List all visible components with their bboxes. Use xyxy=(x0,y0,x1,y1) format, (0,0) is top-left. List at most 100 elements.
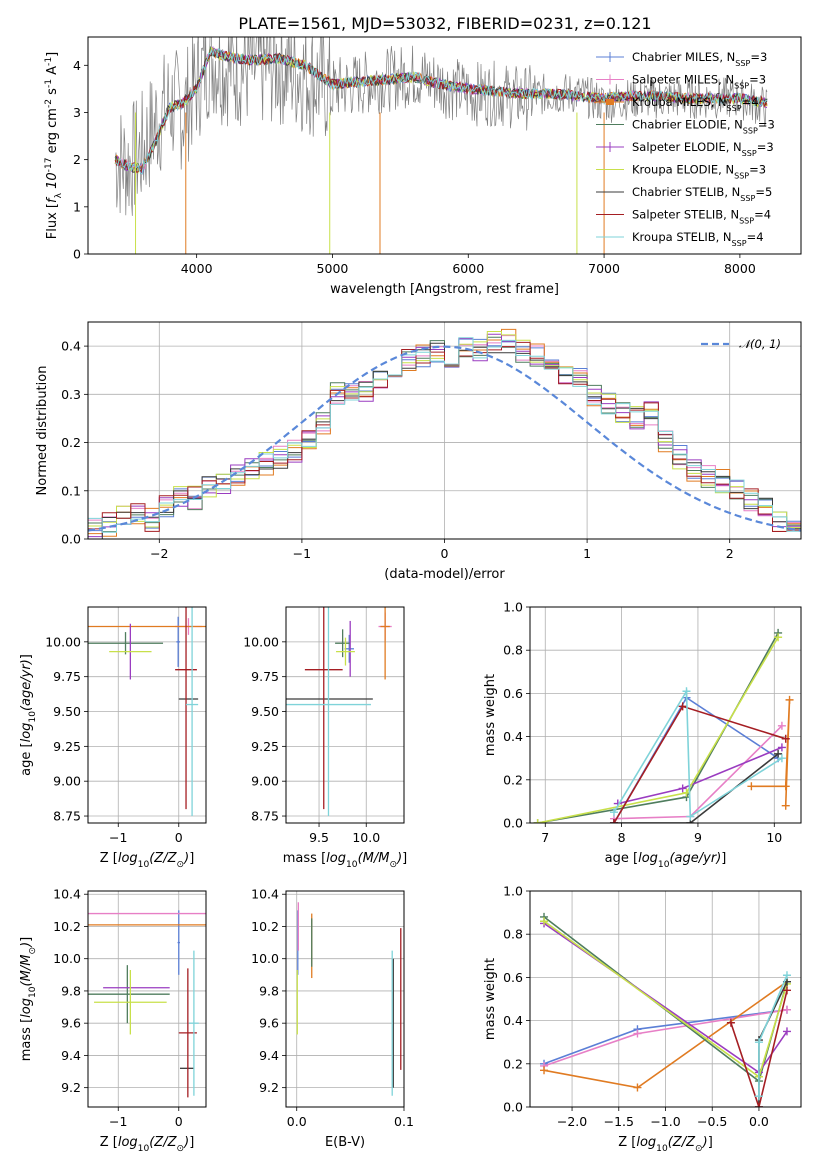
weight-series xyxy=(758,974,788,1097)
y-tick-label: 9.6 xyxy=(259,1016,279,1031)
y-axis-label: mass weight xyxy=(483,674,498,756)
y-axis-label: Normed distribution xyxy=(35,366,50,496)
normal-curve xyxy=(88,345,801,532)
weight-series xyxy=(614,753,779,823)
axes-age_vs_Z: −1 0 8.75 9.00 9.25 9.50 9.75 10.00 Z [log10(Z/Z… xyxy=(19,606,207,870)
x-tick-label: 8 xyxy=(618,830,626,845)
x-tick-label: −2.0 xyxy=(557,1114,587,1129)
x-tick-label: 0.0 xyxy=(749,1114,769,1129)
y-tick-label: 9.25 xyxy=(53,739,81,754)
x-axis-label: Z [log10(Z/Z⊙)] xyxy=(100,1135,195,1154)
figure-title: PLATE=1561, MJD=53032, FIBERID=0231, z=0… xyxy=(238,14,651,33)
axes-age_vs_mass: 9.5 10.0 8.75 9.00 9.25 9.50 9.75 10.00 mass [lo… xyxy=(243,606,407,870)
plot-area xyxy=(114,37,768,254)
point-marker xyxy=(747,782,756,791)
point-marker xyxy=(781,801,790,810)
y-axis-label: mass [log10(M/M⊙)] xyxy=(19,937,38,1061)
legend-label: Salpeter STELIB, NSSP=4 xyxy=(632,208,771,226)
x-tick-label: −1.0 xyxy=(650,1114,680,1129)
axes-frame xyxy=(285,606,405,824)
y-axis-label: age [log10(age/yr)] xyxy=(19,654,38,776)
y-tick-label: 8.75 xyxy=(53,809,81,824)
x-tick-label: −0.5 xyxy=(697,1114,727,1129)
x-tick-label: 8000 xyxy=(724,261,756,276)
y-tick-label: 9.4 xyxy=(259,1048,279,1063)
point-marker xyxy=(633,1029,642,1038)
axes-frame xyxy=(87,890,207,1108)
x-axis-label: wavelength [Angstrom, rest frame] xyxy=(330,282,559,297)
y-tick-label: 9.75 xyxy=(251,669,279,684)
legend-label: Chabrier MILES, NSSP=3 xyxy=(632,50,767,68)
point-marker xyxy=(682,687,691,696)
point-marker xyxy=(774,749,783,758)
x-tick-label: 1 xyxy=(583,546,591,561)
point-marker xyxy=(540,917,549,926)
y-tick-label: 0.4 xyxy=(503,1013,523,1028)
weight-series xyxy=(613,696,779,823)
plot-area xyxy=(296,902,402,1096)
y-tick-label: 10.0 xyxy=(251,951,279,966)
y-tick-label: 4 xyxy=(73,58,81,73)
axes-spectrum: 4000 5000 6000 7000 8000 0 1 2 3 4 Chabrier MILES,… xyxy=(44,36,802,297)
y-tick-label: 9.50 xyxy=(53,704,81,719)
x-tick-label: 9 xyxy=(694,830,702,845)
y-tick-label: 10.2 xyxy=(251,919,279,934)
point-marker xyxy=(777,743,786,752)
x-tick-label: 0.0 xyxy=(287,1114,307,1129)
y-axis-label: Flux [fλ 10-17 erg cm-2 s-1 A-1] xyxy=(44,52,64,239)
y-tick-label: 0.6 xyxy=(503,686,523,701)
legend-label: Kroupa ELODIE, NSSP=3 xyxy=(632,163,766,181)
y-tick-label: 9.2 xyxy=(259,1080,279,1095)
histogram-series xyxy=(88,337,801,539)
y-tick-label: 0.6 xyxy=(503,970,523,985)
x-tick-label: −2 xyxy=(150,546,168,561)
legend-marker xyxy=(606,99,614,105)
y-tick-label: 9.25 xyxy=(251,739,279,754)
axes-frame xyxy=(87,606,207,824)
point-marker xyxy=(609,808,618,817)
x-tick-label: −1 xyxy=(109,830,127,845)
point-marker xyxy=(782,1005,791,1014)
y-tick-label: 0.4 xyxy=(503,729,523,744)
y-tick-label: 9.8 xyxy=(61,983,81,998)
plot-area xyxy=(88,607,206,817)
plot-area xyxy=(88,910,206,1098)
y-tick-label: 0.0 xyxy=(503,1100,523,1115)
weight-series xyxy=(730,990,788,1107)
y-tick-label: 0.0 xyxy=(61,532,81,547)
y-tick-label: 9.00 xyxy=(251,774,279,789)
point-marker xyxy=(609,819,618,823)
x-tick-label: 0 xyxy=(441,546,449,561)
legend-label: Kroupa MILES, NSSP=4 xyxy=(632,95,759,113)
y-tick-label: 10.4 xyxy=(53,887,81,902)
point-marker xyxy=(782,986,791,995)
x-axis-label: mass [log10(M/M⊙)] xyxy=(283,851,407,870)
y-tick-label: 1.0 xyxy=(503,884,523,899)
plot-area xyxy=(533,628,794,823)
x-tick-label: 5000 xyxy=(317,261,349,276)
axes-frame xyxy=(87,321,802,540)
y-tick-label: 0.2 xyxy=(503,1056,523,1071)
y-tick-label: 10.2 xyxy=(53,919,81,934)
axes-frame xyxy=(529,606,802,824)
point-marker xyxy=(782,1027,791,1036)
y-tick-label: 0.8 xyxy=(503,927,523,942)
axes-weight_vs_Z: −2.0 −1.5 −1.0 −0.5 0.0 0.0 0.2 0.4 0.6 0.8 1.0 Z [… xyxy=(483,884,802,1154)
x-tick-label: −1 xyxy=(293,546,311,561)
observed-spectrum xyxy=(114,37,768,216)
x-tick-label: −1 xyxy=(109,1114,127,1129)
legend-label: Kroupa STELIB, NSSP=4 xyxy=(632,230,764,248)
y-tick-label: 10.4 xyxy=(251,887,279,902)
point-marker xyxy=(781,782,790,791)
point-marker xyxy=(754,1038,763,1047)
point-marker xyxy=(678,702,687,711)
weight-series xyxy=(613,688,783,818)
y-tick-label: 9.00 xyxy=(53,774,81,789)
legend-label: 𝒩(0, 1) xyxy=(739,337,781,351)
y-tick-label: 0.2 xyxy=(61,435,81,450)
x-axis-label: (data-model)/error xyxy=(384,567,505,582)
axes-weight_vs_age: 7 8 9 10 0.0 0.2 0.4 0.6 0.8 1.0 age [log10(age/yr… xyxy=(483,600,802,870)
point-marker xyxy=(686,812,695,821)
y-tick-label: 0.0 xyxy=(503,816,523,831)
